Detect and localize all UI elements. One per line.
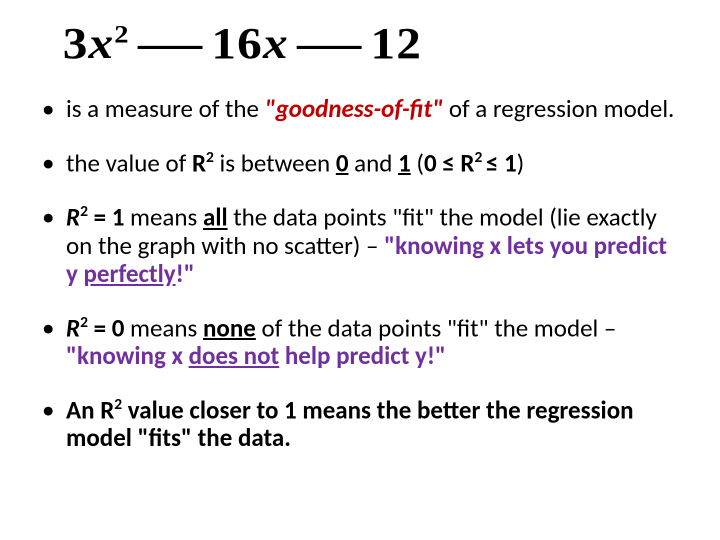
b4-eq: = 0 [88,312,124,343]
b2-ineq-tail: ≤ 1 [486,147,517,178]
bullet-4: R2 = 0 means none of the data points "fi… [66,314,678,370]
bullet-1: is a measure of the "goodness-of-fit" of… [66,95,678,123]
b2-and: and [349,147,399,178]
b3-quote-close: !" [176,258,195,289]
b3-perfectly: perfectly [84,258,176,289]
slide: 3x2—16x—12 is a measure of the "goodness… [0,0,720,540]
b4-sq: 2 [80,313,88,332]
b3-mid: means [124,202,203,233]
b1-goodness-of-fit: "goodness-of-fit" [265,93,444,124]
bullet-3: R2 = 1 means all the data points "fit" t… [66,203,678,287]
bullet-2: the value of R2 is between 0 and 1 (0 ≤ … [66,149,678,177]
b4-r: R [66,312,80,343]
equation-title: 3x2—16x—12 [0,0,720,75]
bullet-5: An R2 value closer to 1 means the better… [66,396,678,452]
b4-mid: means [124,312,203,343]
b4-quote-close: help predict y!" [279,340,446,371]
b4-doesnot: does not [189,340,280,371]
b3-eq: = 1 [88,202,124,233]
b2-pclose: ) [517,147,525,178]
b3-sq: 2 [80,202,88,221]
exponent-2: 2 [114,19,129,48]
b3-all: all [203,202,228,233]
b5-tail: value closer to 1 means the better the r… [66,394,634,453]
b2-sq: 2 [206,148,214,167]
var-x2: x [263,19,289,68]
b1-tail: of a regression model. [443,93,674,124]
b4-none: none [203,312,256,343]
b4-quote-open: "knowing x [66,340,189,371]
b2-r: R [192,147,206,178]
bullet-list: is a measure of the "goodness-of-fit" of… [0,75,720,452]
b2-lead: the value of [66,147,192,178]
b1-lead: is a measure of the [66,93,265,124]
b5-r: R [100,394,114,425]
var-x1: x [88,19,114,68]
b4-tail1: of the data points "fit" the model – [256,312,617,343]
b2-zero: 0 [336,147,349,178]
b2-popen: ( [411,147,424,178]
b5-sq: 2 [114,395,122,414]
coef-c: 12 [370,19,422,68]
minus-1: — [138,18,204,69]
b5-lead: An [66,394,100,425]
coef-b: 16 [211,19,263,68]
b3-r: R [66,202,80,233]
b2-ineq: 0 ≤ R [424,147,475,178]
b2-ineq-sq: 2 [474,148,485,167]
coef-a: 3 [63,19,89,68]
minus-2: — [297,18,363,69]
b2-one: 1 [398,147,411,178]
b2-mid1: is between [214,147,336,178]
